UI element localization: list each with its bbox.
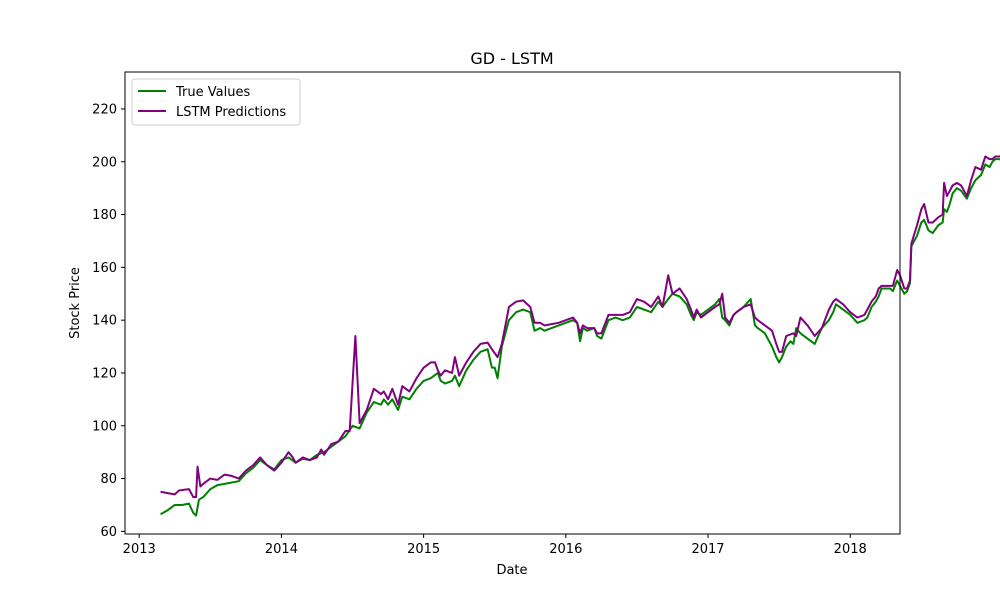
- y-axis-label: Stock Price: [68, 267, 83, 339]
- y-tick-label: 80: [100, 472, 117, 487]
- y-tick-label: 180: [92, 208, 117, 223]
- lstm-predictions-line: [160, 155, 1000, 499]
- legend-box: [131, 78, 301, 126]
- y-tick-label: 140: [92, 314, 117, 329]
- y-tick-label: 160: [92, 261, 117, 276]
- legend: True Values LSTM Predictions: [131, 78, 301, 126]
- y-tick-label: 100: [92, 419, 117, 434]
- series-layer: [160, 155, 1000, 517]
- y-tick-label: 60: [100, 525, 117, 540]
- y-tick-label: 200: [92, 155, 117, 170]
- y-tick-label: 120: [92, 366, 117, 381]
- y-tick-label: 220: [92, 102, 117, 117]
- x-axis-label: Date: [496, 563, 527, 578]
- y-axis: 60 80 100 120 140 160 180 200 220: [92, 102, 125, 540]
- legend-entry-true-values: True Values: [175, 85, 250, 100]
- x-tick-label: 2013: [123, 542, 156, 557]
- legend-entry-lstm-predictions: LSTM Predictions: [176, 105, 286, 120]
- x-tick-label: 2017: [691, 542, 724, 557]
- x-tick-label: 2014: [265, 542, 298, 557]
- x-axis: 2013 2014 2015 2016 2017 2018: [123, 534, 867, 557]
- chart-title: GD - LSTM: [470, 49, 553, 68]
- axes-frame: [124, 71, 901, 535]
- x-tick-label: 2018: [834, 542, 867, 557]
- true-values-line: [160, 158, 1000, 517]
- x-tick-label: 2015: [407, 542, 440, 557]
- x-tick-label: 2016: [549, 542, 582, 557]
- plot-background: [125, 72, 900, 534]
- plot-area: [125, 72, 900, 534]
